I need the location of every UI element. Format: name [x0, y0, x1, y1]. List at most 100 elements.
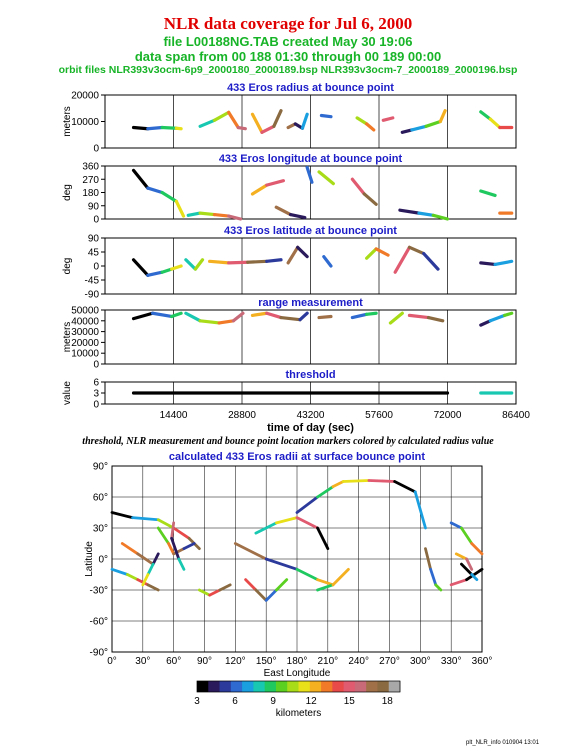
y-tick-label: 6: [93, 378, 99, 389]
data-segment: [186, 211, 202, 217]
map-y-tick-label: 60°: [93, 493, 108, 504]
y-axis-label-3: meters: [62, 322, 73, 353]
track-segment: [460, 562, 474, 576]
colorbar-label: kilometers: [276, 708, 322, 719]
track-segment: [449, 578, 468, 587]
track-segment: [254, 521, 278, 535]
data-segment: [198, 211, 217, 217]
y-tick-label: 0: [93, 400, 99, 411]
data-segment: [212, 212, 231, 218]
data-segment: [150, 311, 174, 319]
track-segment: [264, 557, 299, 571]
data-segment: [160, 267, 174, 274]
track-segment: [470, 573, 479, 582]
track-segment: [429, 567, 438, 587]
data-segment: [286, 245, 300, 265]
data-segment: [362, 192, 378, 206]
panel-title-1: 433 Eros longitude at bounce point: [219, 153, 403, 165]
track-segment: [454, 552, 468, 561]
data-segment: [260, 124, 276, 134]
track-segment: [316, 578, 335, 587]
x-tick-label: 86400: [502, 410, 530, 421]
data-segment: [131, 125, 150, 131]
track-segment: [146, 562, 155, 576]
data-segment: [227, 214, 243, 221]
colorbar-swatch: [230, 681, 243, 692]
track-segment: [341, 479, 371, 483]
map-x-tick-label: 0°: [107, 656, 117, 667]
data-segment: [400, 128, 414, 134]
map-y-tick-label: -30°: [90, 586, 108, 597]
map-y-tick-label: 0°: [98, 555, 108, 566]
data-segment: [174, 199, 186, 218]
x-tick-label: 72000: [434, 410, 462, 421]
colorbar-swatch: [253, 681, 266, 692]
x-tick-label: 43200: [297, 410, 325, 421]
map-title: calculated 433 Eros radii at surface bou…: [169, 451, 425, 463]
colorbar-swatch: [321, 681, 333, 692]
colorbar-swatch: [219, 681, 232, 692]
data-segment: [227, 110, 240, 130]
data-segment: [374, 247, 390, 257]
y-tick-label: 3: [93, 389, 99, 400]
track-segment: [367, 479, 397, 483]
y-tick-label: 30000: [71, 327, 99, 338]
map-y-tick-label: 90°: [93, 462, 108, 473]
colorbar-frame: [196, 680, 401, 693]
colorbar-swatch: [377, 681, 390, 692]
map-x-axis-label: East Longitude: [264, 668, 331, 679]
data-segment: [272, 109, 283, 128]
y-axis-label-4: value: [62, 381, 73, 405]
map-x-tick-label: 60°: [166, 656, 181, 667]
data-segment: [319, 113, 333, 119]
y-tick-label: 10000: [71, 117, 99, 128]
colorbar-swatch: [242, 681, 254, 692]
y-tick-label: 45: [88, 248, 100, 259]
colorbar-swatch: [332, 681, 345, 692]
y-tick-label: 20000: [71, 338, 99, 349]
colorbar-tick-label: 6: [232, 696, 238, 707]
map-x-tick-label: 300°: [410, 656, 431, 667]
data-segment: [422, 251, 440, 271]
track-segment: [460, 526, 474, 545]
track-segment: [331, 567, 350, 587]
colorbar-swatch: [388, 681, 401, 692]
data-segment: [265, 258, 283, 263]
colorbar-tick-label: 3: [194, 696, 200, 707]
data-segment: [350, 312, 369, 320]
map-x-tick-label: 210°: [317, 656, 338, 667]
panel-title-4: threshold: [285, 369, 335, 381]
y-tick-label: 0: [93, 262, 99, 273]
data-segment: [350, 177, 366, 196]
x-tick-label: 14400: [160, 410, 188, 421]
y-tick-label: 0: [93, 144, 99, 155]
map-x-tick-label: 150°: [256, 656, 277, 667]
file-line: file L00188NG.TAB created May 30 19:06: [163, 34, 413, 49]
data-segment: [131, 311, 155, 321]
map-x-tick-label: 90°: [197, 656, 212, 667]
track-segment: [156, 526, 170, 545]
data-segment: [381, 116, 395, 122]
y-tick-label: 90: [88, 234, 100, 245]
y-tick-label: -45: [85, 276, 100, 287]
data-segment: [424, 119, 442, 128]
data-segment: [217, 319, 236, 325]
data-segment: [493, 259, 514, 267]
data-segment: [131, 168, 150, 190]
data-segment: [365, 122, 376, 132]
map-x-tick-label: 30°: [135, 656, 150, 667]
track-segment: [177, 557, 186, 571]
data-segment: [236, 125, 247, 131]
track-segment: [110, 567, 129, 576]
colorbar-swatch: [354, 681, 367, 692]
data-segment: [250, 311, 269, 317]
data-segment: [146, 186, 164, 195]
data-segment: [208, 259, 231, 265]
track-segment: [182, 542, 196, 551]
track-segment: [131, 516, 160, 522]
colorbar-swatch: [366, 681, 378, 692]
data-segment: [407, 313, 431, 320]
data-segment: [160, 125, 178, 130]
map-y-tick-label: 30°: [93, 524, 108, 535]
map-y-axis-label: Latitude: [84, 541, 95, 577]
